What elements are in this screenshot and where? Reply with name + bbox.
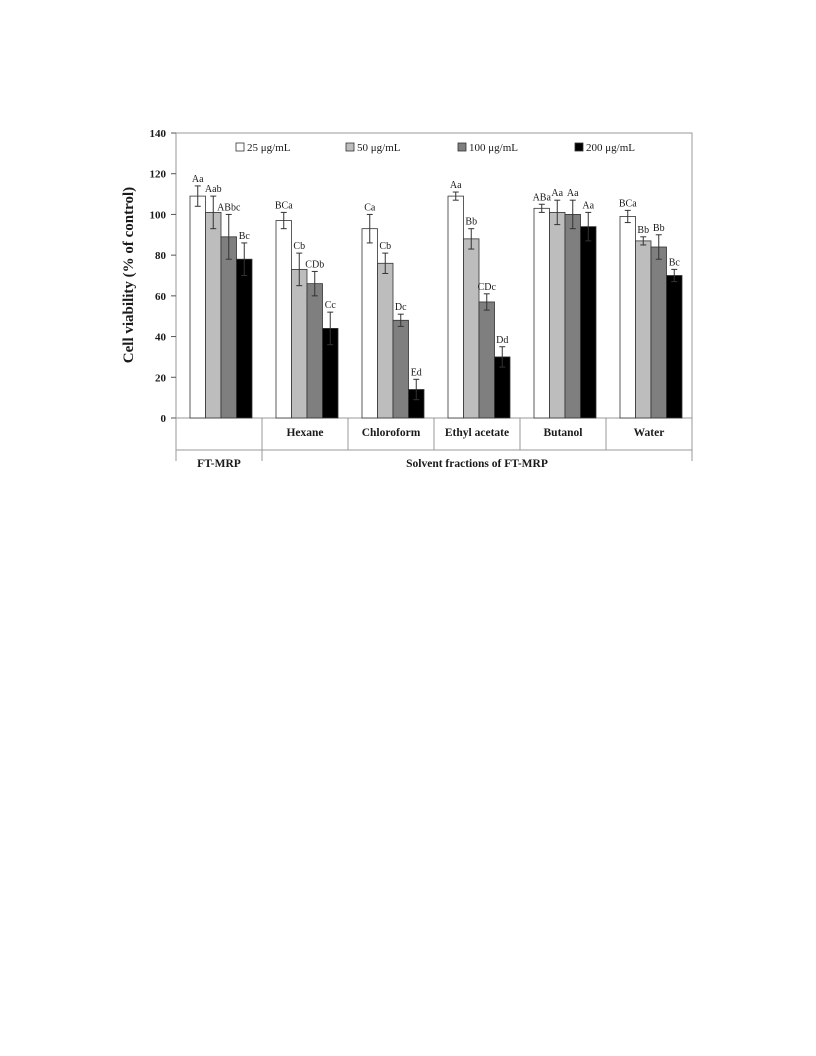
significance-label: ABbc — [217, 202, 241, 213]
significance-label: Aa — [450, 180, 462, 191]
legend: 25 μg/mL 50 μg/mL 100 μg/mL 200 μg/mL — [235, 142, 635, 154]
bar — [291, 268, 308, 419]
significance-label: Ca — [364, 202, 376, 213]
legend-swatch — [345, 142, 355, 152]
legend-label: 100 μg/mL — [469, 142, 518, 154]
significance-label: Cc — [325, 300, 337, 311]
bar — [478, 301, 495, 419]
legend-swatch — [235, 142, 245, 152]
significance-label: Aa — [551, 188, 563, 199]
significance-label: Bc — [239, 231, 251, 242]
significance-label: Cb — [379, 241, 391, 252]
category-label: Butanol — [544, 427, 583, 439]
bars-layer — [189, 185, 683, 419]
significance-label: Bb — [653, 223, 665, 234]
category-label: Ethyl acetate — [445, 427, 509, 439]
y-tick-label: 40 — [155, 332, 167, 344]
bar — [361, 228, 378, 419]
bar — [533, 207, 550, 419]
bar — [666, 275, 683, 419]
category-label: Hexane — [286, 427, 323, 439]
bar — [236, 258, 253, 419]
significance-label: CDb — [305, 259, 324, 270]
bar — [447, 195, 464, 419]
bar — [275, 220, 292, 419]
bar — [220, 236, 237, 419]
legend-label: 25 μg/mL — [247, 142, 291, 154]
significance-label: Ed — [411, 367, 422, 378]
bar — [580, 226, 597, 419]
legend-label: 50 μg/mL — [357, 142, 401, 154]
group-label: Solvent fractions of FT-MRP — [406, 458, 548, 470]
bar — [189, 195, 206, 419]
category-label: Water — [634, 427, 665, 439]
significance-label: Bb — [637, 225, 649, 236]
significance-label: Dc — [395, 302, 407, 313]
bar — [564, 214, 581, 419]
significance-label: Aa — [192, 174, 204, 185]
bar — [650, 246, 667, 419]
bar — [463, 238, 480, 419]
significance-label: Aa — [567, 188, 579, 199]
bar — [205, 211, 222, 419]
significance-label: BCa — [619, 198, 637, 209]
bar — [549, 211, 566, 419]
y-tick-label: 100 — [150, 209, 167, 221]
significance-label: Dd — [496, 335, 508, 346]
legend-label: 200 μg/mL — [586, 142, 635, 154]
bar — [377, 262, 394, 419]
axes-layer: 0 20 40 60 80 100 120 140 FT-MRP Solvent fraction… — [150, 128, 693, 470]
y-tick-label: 20 — [155, 372, 167, 384]
plot-frame — [175, 132, 693, 419]
bar — [392, 319, 409, 419]
legend-swatch — [457, 142, 467, 152]
significance-label: Bc — [669, 257, 681, 268]
bar — [306, 283, 323, 419]
y-tick-label: 140 — [150, 128, 167, 140]
y-tick-label: 80 — [155, 250, 167, 262]
significance-label: CDc — [478, 282, 497, 293]
category-label: Chloroform — [362, 427, 421, 439]
y-tick-label: 120 — [150, 169, 167, 181]
legend-swatch — [574, 142, 584, 152]
bar — [635, 240, 652, 419]
significance-label: Aa — [582, 200, 594, 211]
bar — [619, 216, 636, 419]
significance-label: BCa — [275, 200, 293, 211]
significance-label: Cb — [293, 241, 305, 252]
significance-label: Aab — [205, 184, 222, 195]
y-axis-title: Cell viability (% of control) — [121, 187, 137, 363]
y-tick-label: 0 — [161, 413, 167, 425]
significance-label: ABa — [533, 192, 552, 203]
group-label: FT-MRP — [197, 458, 241, 470]
y-tick-label: 60 — [155, 291, 167, 303]
significance-label: Bb — [465, 217, 477, 228]
